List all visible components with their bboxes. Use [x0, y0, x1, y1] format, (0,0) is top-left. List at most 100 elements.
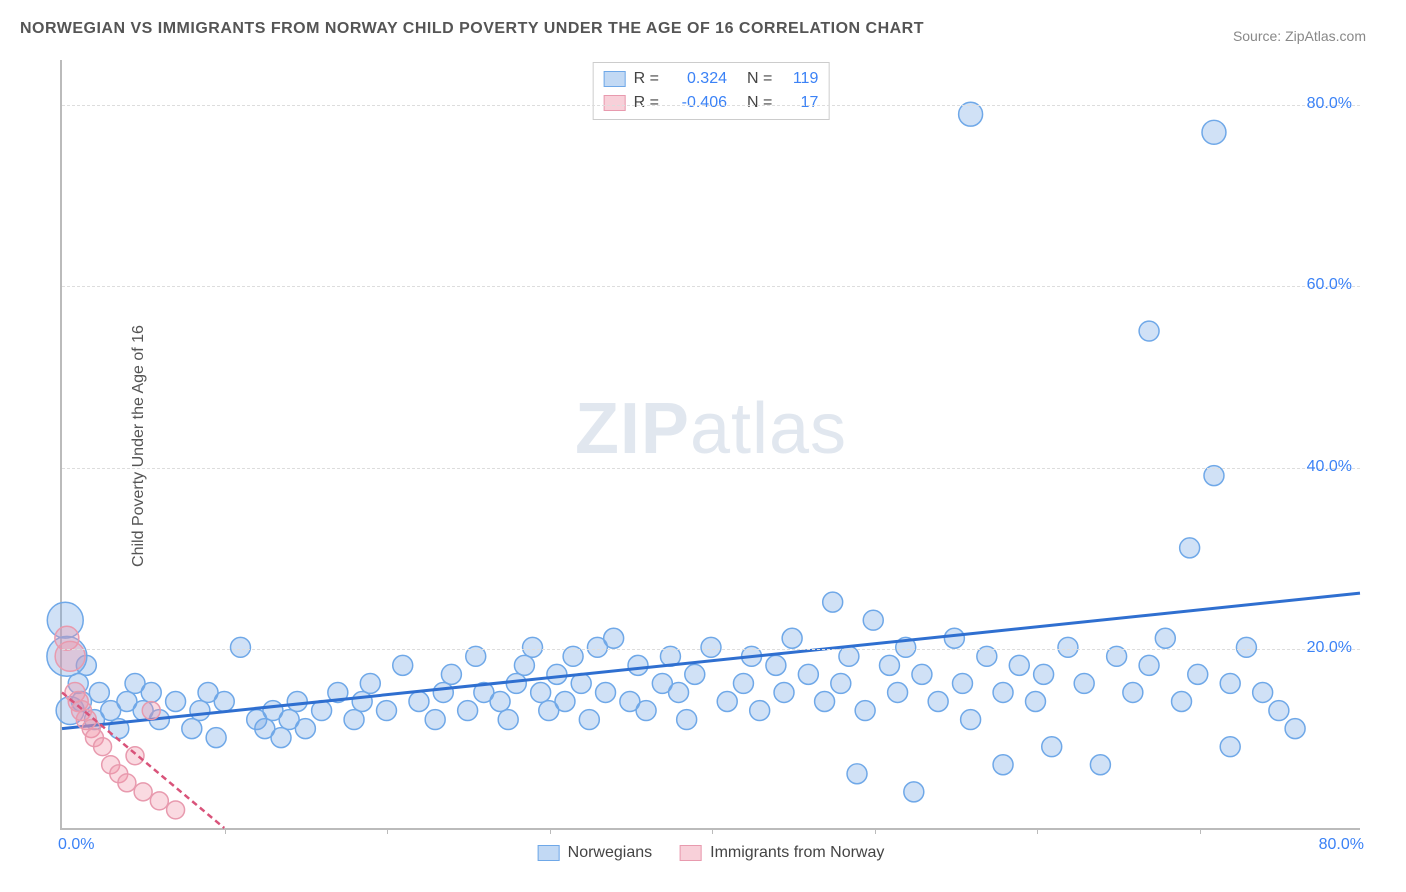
y-tick-label: 60.0%: [1307, 276, 1352, 294]
data-point: [295, 719, 315, 739]
data-point: [55, 641, 85, 671]
data-point: [685, 664, 705, 684]
data-point: [214, 692, 234, 712]
data-point: [596, 682, 616, 702]
gridline-h: [62, 649, 1360, 650]
data-point: [904, 782, 924, 802]
data-point: [166, 692, 186, 712]
data-point: [847, 764, 867, 784]
gridline-h: [62, 105, 1360, 106]
data-point: [360, 673, 380, 693]
data-point: [150, 792, 168, 810]
legend-swatch: [604, 71, 626, 87]
data-point: [190, 701, 210, 721]
data-point: [506, 673, 526, 693]
data-point: [89, 682, 109, 702]
data-point: [1188, 664, 1208, 684]
legend-r-label: R =: [634, 67, 659, 91]
data-point: [1123, 682, 1143, 702]
data-point: [393, 655, 413, 675]
data-point: [1172, 692, 1192, 712]
data-point: [1180, 538, 1200, 558]
data-point: [458, 701, 478, 721]
data-point: [993, 682, 1013, 702]
data-point: [344, 710, 364, 730]
data-point: [944, 628, 964, 648]
data-point: [1155, 628, 1175, 648]
y-tick-label: 20.0%: [1307, 639, 1352, 657]
data-point: [1269, 701, 1289, 721]
data-point: [1139, 655, 1159, 675]
legend-n-value: 119: [780, 67, 818, 91]
data-point: [961, 710, 981, 730]
legend-correlation-row: R =-0.406N =17: [604, 91, 819, 115]
x-tick-mark: [1037, 828, 1038, 834]
chart-title: NORWEGIAN VS IMMIGRANTS FROM NORWAY CHIL…: [20, 20, 924, 38]
data-point: [230, 637, 250, 657]
x-tick-mark: [387, 828, 388, 834]
data-point: [750, 701, 770, 721]
data-point: [547, 664, 567, 684]
data-point: [1090, 755, 1110, 775]
legend-series-item: Norwegians: [538, 844, 652, 862]
data-point: [636, 701, 656, 721]
data-point: [774, 682, 794, 702]
data-point: [1202, 120, 1226, 144]
x-tick-mark: [712, 828, 713, 834]
data-point: [831, 673, 851, 693]
data-point: [604, 628, 624, 648]
chart-container: NORWEGIAN VS IMMIGRANTS FROM NORWAY CHIL…: [0, 0, 1406, 892]
data-point: [1236, 637, 1256, 657]
x-tick-mark: [1200, 828, 1201, 834]
chart-svg: [62, 60, 1360, 828]
data-point: [514, 655, 534, 675]
data-point: [1253, 682, 1273, 702]
data-point: [531, 682, 551, 702]
data-point: [1009, 655, 1029, 675]
data-point: [377, 701, 397, 721]
data-point: [490, 692, 510, 712]
data-point: [733, 673, 753, 693]
data-point: [717, 692, 737, 712]
data-point: [1034, 664, 1054, 684]
data-point: [863, 610, 883, 630]
data-point: [823, 592, 843, 612]
data-point: [441, 664, 461, 684]
legend-r-value: 0.324: [667, 67, 727, 91]
data-point: [1042, 737, 1062, 757]
legend-correlation-row: R = 0.324 N = 119: [604, 67, 819, 91]
x-tick-mark: [875, 828, 876, 834]
data-point: [118, 774, 136, 792]
data-point: [879, 655, 899, 675]
x-tick-mark: [550, 828, 551, 834]
data-point: [271, 728, 291, 748]
legend-swatch: [538, 845, 560, 861]
data-point: [1074, 673, 1094, 693]
data-point: [579, 710, 599, 730]
legend-n-label: N =: [747, 91, 772, 115]
x-tick-label: 0.0%: [58, 836, 94, 854]
legend-correlation: R = 0.324 N = 119R =-0.406N =17: [593, 62, 830, 120]
data-point: [928, 692, 948, 712]
data-point: [433, 682, 453, 702]
plot-area: ZIPatlas R =0.324N =119R =-0.406N =17 No…: [60, 60, 1360, 830]
data-point: [498, 710, 518, 730]
data-point: [425, 710, 445, 730]
gridline-h: [62, 286, 1360, 287]
data-point: [287, 692, 307, 712]
data-point: [1204, 466, 1224, 486]
data-point: [912, 664, 932, 684]
data-point: [628, 655, 648, 675]
data-point: [815, 692, 835, 712]
data-point: [126, 747, 144, 765]
legend-swatch: [680, 845, 702, 861]
data-point: [352, 692, 372, 712]
legend-n-label: N =: [747, 67, 772, 91]
x-tick-label: 80.0%: [1319, 836, 1364, 854]
data-point: [94, 738, 112, 756]
data-point: [1139, 321, 1159, 341]
data-point: [1058, 637, 1078, 657]
data-point: [798, 664, 818, 684]
legend-series-label: Immigrants from Norway: [710, 844, 884, 862]
legend-r-label: R =: [634, 91, 659, 115]
